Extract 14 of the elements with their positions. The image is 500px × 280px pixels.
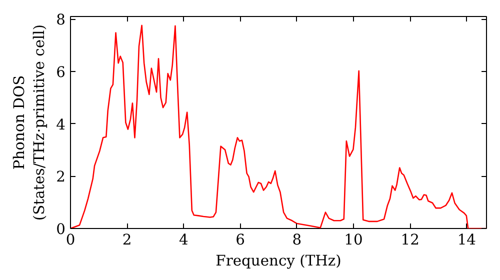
x-tick-label: 10 [344, 232, 363, 248]
y-axis-title: Phonon DOS (States/THz·primitive cell) [10, 24, 48, 221]
x-tick-label: 8 [292, 232, 302, 248]
x-tick-label: 4 [179, 232, 188, 248]
y-tick-label: 8 [56, 12, 66, 29]
x-tick-label: 6 [236, 232, 245, 248]
x-tick-label: 2 [122, 232, 132, 248]
y-tick-label: 0 [56, 221, 66, 238]
y-tick-label: 4 [56, 116, 66, 134]
x-tick-label: 14 [457, 232, 476, 248]
y-tick-label: 6 [56, 64, 66, 81]
y-tick-label: 2 [56, 168, 66, 186]
x-tick-label: 12 [400, 232, 420, 248]
x-axis-title: Frequency (THz) [216, 252, 342, 270]
